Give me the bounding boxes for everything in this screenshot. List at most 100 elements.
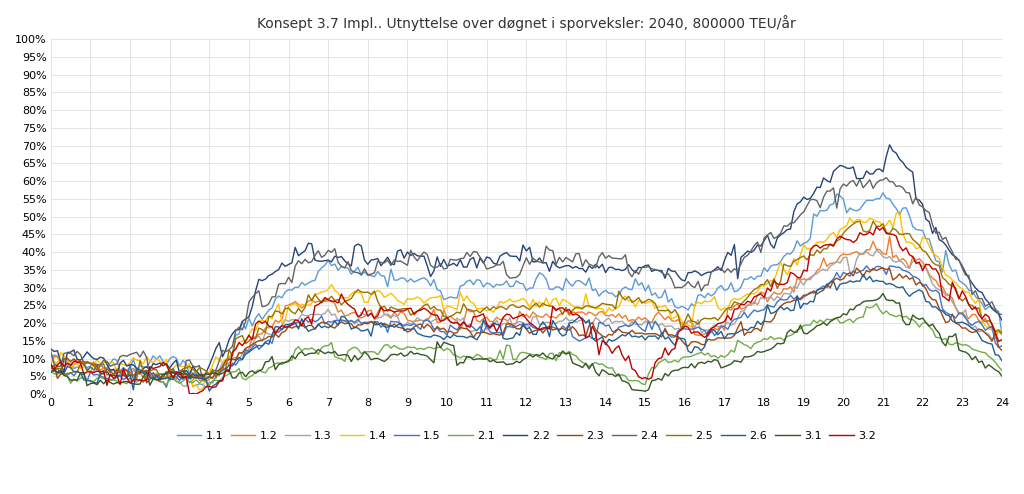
2.6 (88, 379, 100, 385)
1.3 (798, 282, 810, 288)
2.5 (130, 376, 142, 382)
2.1 (54, 370, 67, 375)
2.1 (203, 382, 215, 388)
2.6 (45, 361, 57, 367)
1.1 (798, 240, 810, 246)
3.1 (186, 371, 199, 377)
2.3 (54, 371, 67, 377)
Line: 1.4: 1.4 (51, 211, 1001, 390)
3.2 (190, 391, 203, 397)
3.2 (510, 314, 522, 320)
1.5 (995, 343, 1008, 349)
3.1 (45, 370, 57, 375)
1.1 (877, 190, 889, 196)
2.5 (798, 253, 810, 259)
2.1 (88, 378, 100, 384)
1.5 (798, 294, 810, 300)
1.4 (186, 384, 199, 390)
1.2 (88, 360, 100, 366)
2.1 (365, 349, 377, 355)
3.2 (45, 362, 57, 368)
1.4 (45, 360, 57, 366)
Line: 2.4: 2.4 (51, 178, 1001, 380)
3.2 (798, 267, 810, 273)
1.4 (54, 350, 67, 356)
3.2 (183, 391, 196, 397)
1.4 (995, 326, 1008, 331)
2.4 (190, 364, 203, 370)
1.5 (88, 372, 100, 378)
1.5 (54, 371, 67, 377)
Line: 2.5: 2.5 (51, 221, 1001, 379)
Line: 2.2: 2.2 (51, 145, 1001, 377)
2.3 (45, 365, 57, 370)
3.2 (365, 310, 377, 316)
2.1 (45, 369, 57, 374)
2.4 (995, 312, 1008, 318)
Title: Konsept 3.7 Impl.. Utnyttelse over døgnet i sporveksler: 2040, 800000 TEU/år: Konsept 3.7 Impl.. Utnyttelse over døgne… (257, 15, 796, 31)
1.2 (45, 362, 57, 368)
3.1 (877, 290, 889, 296)
1.2 (995, 331, 1008, 337)
1.2 (510, 320, 522, 326)
1.5 (160, 384, 172, 390)
1.1 (510, 278, 522, 284)
Line: 2.6: 2.6 (51, 274, 1001, 391)
1.4 (194, 387, 206, 393)
2.5 (190, 370, 203, 375)
Line: 3.1: 3.1 (51, 293, 1001, 391)
2.2 (365, 257, 377, 263)
3.2 (54, 359, 67, 365)
2.6 (798, 300, 810, 306)
2.2 (884, 142, 896, 148)
2.3 (995, 347, 1008, 353)
2.6 (186, 374, 199, 380)
3.2 (88, 370, 100, 375)
3.1 (54, 369, 67, 374)
1.1 (186, 383, 199, 389)
2.6 (203, 388, 215, 394)
1.5 (190, 371, 203, 377)
Line: 1.5: 1.5 (51, 266, 1001, 387)
1.1 (88, 359, 100, 365)
1.2 (365, 307, 377, 313)
2.1 (510, 356, 522, 362)
1.5 (510, 324, 522, 329)
1.3 (870, 247, 883, 253)
2.5 (510, 304, 522, 310)
2.2 (88, 356, 100, 362)
1.3 (365, 311, 377, 317)
1.1 (200, 384, 212, 390)
2.3 (798, 292, 810, 298)
Line: 3.2: 3.2 (51, 227, 1001, 394)
2.4 (881, 175, 893, 181)
1.2 (798, 276, 810, 282)
2.5 (995, 331, 1008, 337)
1.4 (893, 208, 905, 214)
3.1 (639, 388, 651, 394)
1.3 (88, 369, 100, 375)
2.4 (88, 367, 100, 373)
1.4 (88, 361, 100, 367)
1.2 (183, 380, 196, 386)
1.1 (365, 273, 377, 279)
3.1 (88, 380, 100, 386)
2.3 (510, 326, 522, 331)
2.4 (510, 274, 522, 280)
1.3 (45, 363, 57, 369)
2.2 (197, 374, 209, 380)
3.2 (995, 337, 1008, 343)
2.3 (88, 361, 100, 367)
2.1 (995, 368, 1008, 373)
Line: 2.1: 2.1 (51, 304, 1001, 385)
3.1 (995, 373, 1008, 379)
1.3 (190, 370, 203, 376)
1.1 (995, 330, 1008, 336)
1.1 (54, 360, 67, 366)
2.2 (186, 363, 199, 369)
1.4 (798, 242, 810, 247)
1.3 (510, 320, 522, 326)
2.6 (510, 329, 522, 335)
2.4 (798, 209, 810, 215)
2.6 (365, 333, 377, 339)
